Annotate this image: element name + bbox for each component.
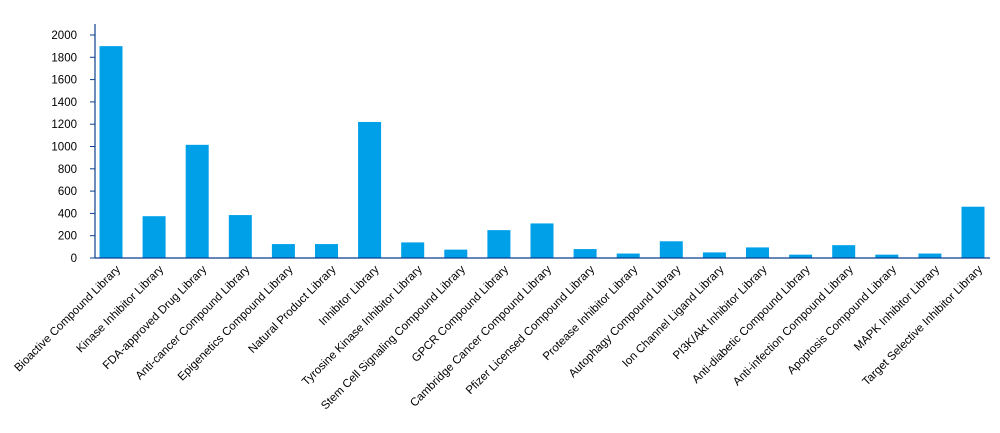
y-tick-label: 1200 <box>51 119 77 131</box>
bar <box>401 242 425 258</box>
bar <box>832 245 856 258</box>
bar <box>315 244 338 258</box>
bar <box>444 249 468 258</box>
x-category-label: Kinase Inhibitor Library <box>75 263 167 355</box>
y-tick-label: 600 <box>58 186 77 198</box>
bar <box>142 216 166 258</box>
bar <box>659 241 683 258</box>
bar <box>185 144 209 258</box>
bar <box>99 46 123 259</box>
bar <box>918 253 942 258</box>
bar <box>702 252 726 258</box>
bars <box>99 46 985 259</box>
y-tick-label: 1400 <box>51 97 77 109</box>
bar <box>875 254 899 258</box>
bar <box>616 253 640 258</box>
y-tick-label: 400 <box>58 208 77 220</box>
bar <box>746 247 769 258</box>
bar <box>271 244 295 258</box>
bar <box>789 254 813 258</box>
bar <box>487 230 511 258</box>
y-tick-label: 1600 <box>51 75 77 87</box>
y-tick-label: 1000 <box>51 142 77 154</box>
x-category-label: MAPK Inhibitor Library <box>852 263 942 353</box>
bar <box>228 215 252 258</box>
bar <box>358 121 382 258</box>
bar <box>573 249 597 258</box>
y-tick-label: 1800 <box>51 52 77 64</box>
y-tick-label: 2000 <box>51 30 77 42</box>
y-tick-label: 800 <box>58 164 77 176</box>
bar <box>961 206 985 258</box>
y-tick-label: 200 <box>58 231 77 243</box>
y-axis-ticks: 0 200 400 600 800 1000 1200 1400 1600 1800 2000 <box>51 30 95 265</box>
x-category-label: Natural Product Library <box>247 263 339 355</box>
y-tick-label: 0 <box>71 253 77 265</box>
bar <box>530 223 554 258</box>
